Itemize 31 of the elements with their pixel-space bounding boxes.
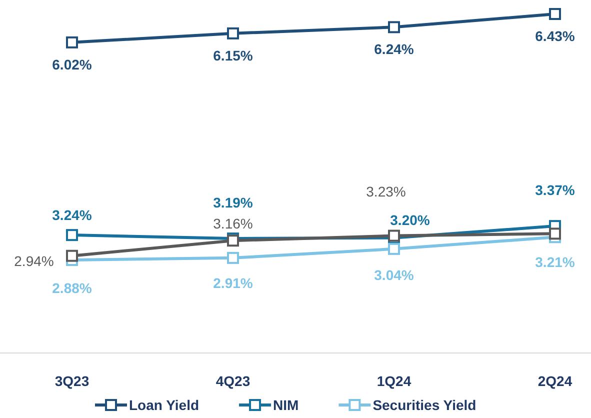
data-label: 2.88%: [52, 280, 92, 296]
data-label: 6.02%: [52, 56, 92, 72]
point: [66, 36, 78, 48]
data-label: 3.20%: [390, 212, 430, 228]
point: [227, 27, 239, 40]
data-label: 3.16%: [213, 216, 253, 232]
point: [66, 250, 78, 262]
legend-label: Securities Yield: [372, 397, 476, 413]
x-tick-label: 4Q23: [216, 373, 250, 389]
x-tick-label: 2Q24: [538, 373, 572, 389]
data-label: 2.91%: [213, 274, 254, 291]
point: [549, 228, 561, 240]
data-label: 3.37%: [535, 182, 576, 198]
legend-label: Loan Yield: [129, 397, 200, 413]
data-label: 6.15%: [213, 47, 254, 64]
x-tick-label: 3Q23: [54, 373, 90, 389]
data-label: 6.24%: [374, 41, 414, 58]
point: [227, 252, 239, 264]
data-label: 3.23%: [366, 184, 406, 200]
point: [66, 229, 78, 242]
legend-label: NIM: [273, 397, 299, 413]
data-label: 3.21%: [535, 254, 576, 270]
x-tick-label: 1Q24: [376, 373, 412, 389]
point: [388, 242, 400, 255]
data-label: 6.43%: [535, 28, 576, 44]
point: [388, 21, 400, 34]
data-label: 3.04%: [374, 266, 414, 283]
data-label: 3.19%: [213, 194, 254, 211]
data-label: 2.94%: [14, 252, 54, 269]
point: [549, 8, 561, 20]
data-label: 3.24%: [52, 207, 92, 224]
